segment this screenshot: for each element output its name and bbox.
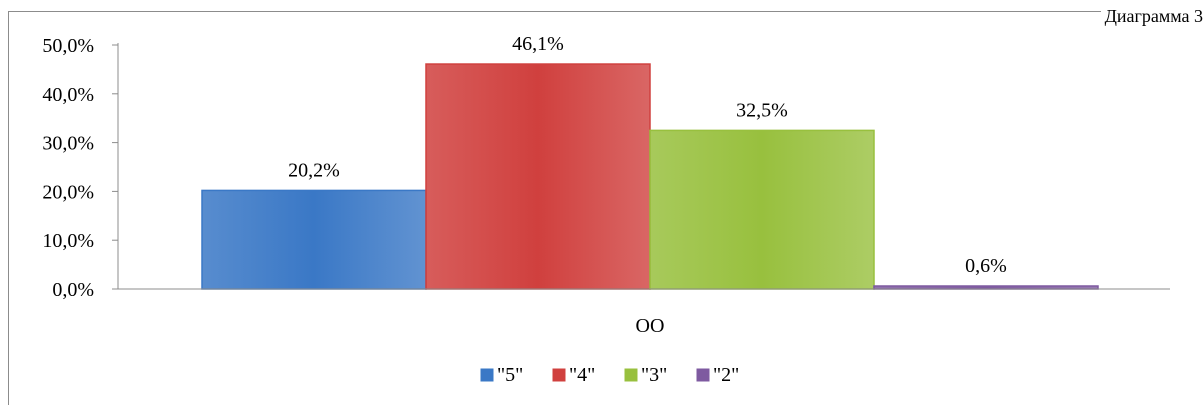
legend-swatch: [480, 368, 494, 382]
data-label: 20,2%: [288, 159, 340, 181]
y-tick-label: 10,0%: [42, 230, 94, 252]
data-label: 46,1%: [512, 33, 564, 55]
legend-swatch: [552, 368, 566, 382]
data-label: 32,5%: [736, 99, 788, 121]
y-tick-label: 40,0%: [42, 84, 94, 106]
bar-2: [649, 129, 875, 290]
y-tick-label: 30,0%: [42, 133, 94, 155]
chart-caption: Диаграмма 3: [1100, 6, 1203, 27]
data-label: 0,6%: [965, 255, 1007, 277]
legend-swatch: [696, 368, 710, 382]
x-category-label: ОО: [636, 315, 665, 337]
legend-label: "4": [569, 364, 595, 386]
chart-frame: Диаграмма 3: [8, 6, 1203, 405]
y-tick-label: 0,0%: [52, 279, 94, 301]
legend-label: "2": [713, 364, 739, 386]
y-tick-label: 50,0%: [42, 35, 94, 57]
legend-label: "3": [641, 364, 667, 386]
legend-swatch: [624, 368, 638, 382]
y-tick-label: 20,0%: [42, 181, 94, 203]
bar-1: [425, 63, 651, 290]
bar-0: [201, 189, 427, 290]
legend-label: "5": [497, 364, 523, 386]
